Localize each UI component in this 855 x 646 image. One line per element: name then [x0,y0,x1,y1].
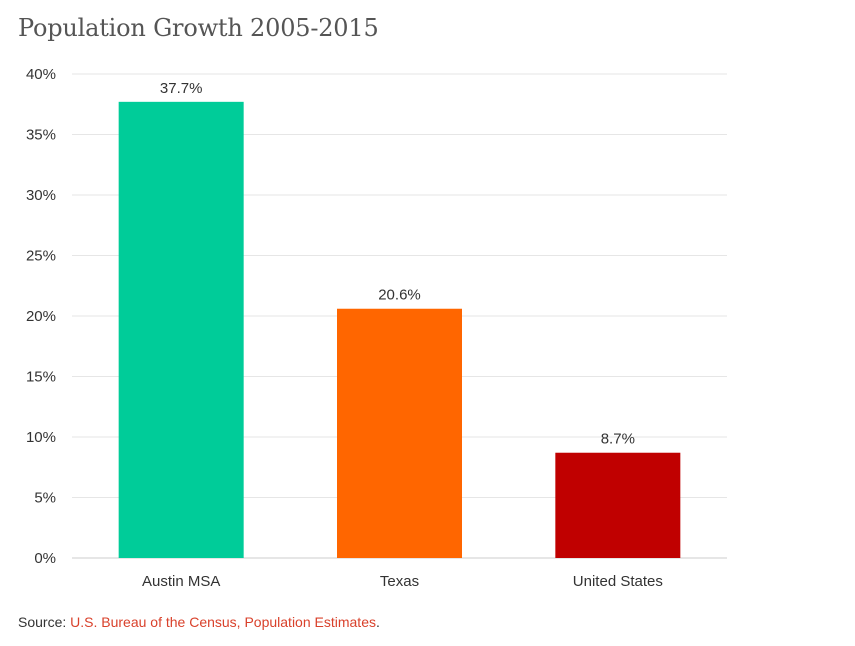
y-tick-label: 40% [26,66,56,83]
bar [555,452,681,558]
y-tick-label: 5% [34,490,56,507]
y-tick-label: 10% [26,429,56,446]
bars [118,101,681,558]
source-suffix: . [375,614,380,630]
data-label: 8.7% [601,431,635,448]
source-note: Source: U.S. Bureau of the Census, Popul… [18,614,380,630]
bar [337,308,462,558]
source-link[interactable]: U.S. Bureau of the Census, Population Es… [70,614,376,630]
x-tick-label: Austin MSA [142,573,220,590]
source-prefix: Source: [18,614,71,630]
x-tick-label: United States [573,573,663,590]
y-tick-label: 0% [34,550,56,567]
y-tick-label: 30% [26,187,56,204]
y-tick-label: 25% [26,248,56,265]
chart-title: Population Growth 2005-2015 [18,14,379,42]
bar [118,101,244,558]
x-tick-label: Texas [380,573,419,590]
y-tick-label: 35% [26,127,56,144]
data-label: 20.6% [378,287,421,304]
y-tick-label: 20% [26,308,56,325]
data-labels: 37.7% 20.6% 8.7% [160,80,635,448]
x-axis-ticks: Austin MSA Texas United States [142,573,663,590]
y-axis-ticks: 0% 5% 10% 15% 20% 25% 30% 35% 40% [26,66,56,567]
y-tick-label: 15% [26,369,56,386]
data-label: 37.7% [160,80,203,97]
